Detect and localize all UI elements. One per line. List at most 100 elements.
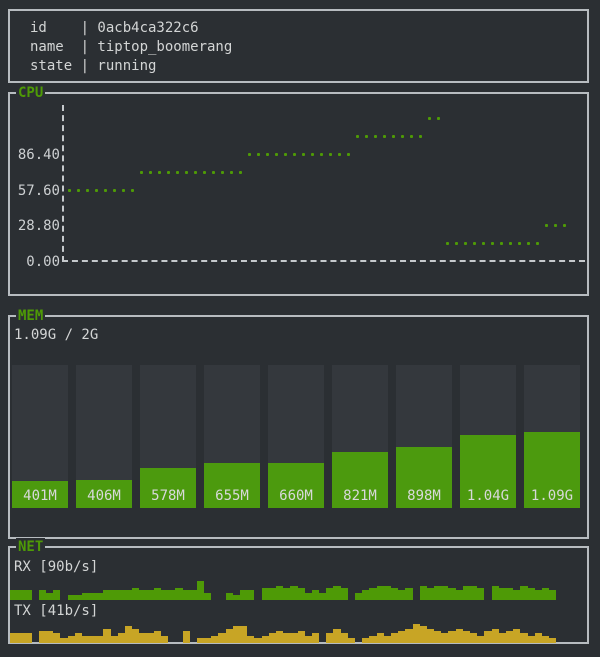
spark-bar <box>355 592 363 600</box>
cpu-data-point <box>536 242 539 246</box>
mem-bar-value-label: 655M <box>215 488 249 504</box>
mem-bar-value-label: 898M <box>407 488 441 504</box>
spark-bar <box>290 585 298 600</box>
info-row-name: name | tiptop_boomerang <box>30 39 233 55</box>
mem-bar-fill: 1.09G <box>524 432 580 508</box>
spark-bar <box>10 590 18 600</box>
mem-bar: 401M <box>12 365 68 508</box>
spark-bar <box>160 635 169 643</box>
spark-bar <box>67 595 75 600</box>
spark-bar <box>383 635 391 643</box>
spark-bar <box>232 595 240 600</box>
spark-bar <box>326 633 334 643</box>
spark-bar <box>441 633 449 643</box>
mem-bar: 821M <box>332 365 388 508</box>
spark-bar <box>541 588 550 600</box>
mem-bar-fill: 660M <box>268 463 324 508</box>
spark-bar <box>17 633 25 643</box>
cpu-tick-label: 0.00 <box>26 254 60 270</box>
cpu-data-point <box>194 170 197 174</box>
cpu-data-point <box>428 117 431 120</box>
spark-bar <box>297 588 305 600</box>
spark-bar <box>491 585 499 600</box>
spark-bar <box>17 590 25 600</box>
spark-bar <box>462 585 470 600</box>
cpu-data-point <box>176 170 179 174</box>
spark-bar <box>491 628 499 643</box>
spark-bar <box>283 633 291 643</box>
spark-bar <box>527 588 535 600</box>
cpu-data-point <box>167 170 170 174</box>
mem-bar-fill: 1.04G <box>460 435 516 508</box>
spark-bar <box>477 588 485 600</box>
spark-bar <box>96 592 104 600</box>
mem-bar: 898M <box>396 365 452 508</box>
cpu-data-point <box>527 242 530 246</box>
spark-bar <box>175 588 183 600</box>
spark-bar <box>434 631 442 643</box>
mem-bar-value-label: 1.09G <box>530 488 574 504</box>
spark-bar <box>390 588 399 600</box>
cpu-data-point <box>68 188 71 192</box>
spark-bar <box>513 590 521 600</box>
spark-bar <box>369 588 377 600</box>
spark-bar <box>247 590 255 600</box>
spark-bar <box>24 633 32 643</box>
mem-bar-fill: 898M <box>396 447 452 508</box>
spark-bar <box>240 590 248 600</box>
mem-bar-value-label: 660M <box>279 488 313 504</box>
spark-bar <box>340 588 348 600</box>
spark-bar <box>53 633 61 643</box>
spark-bar <box>45 592 54 600</box>
cpu-data-point <box>554 224 557 228</box>
mem-usage-label: 1.09G / 2G <box>14 327 99 343</box>
mem-bar: 1.09G <box>524 365 580 508</box>
spark-bar <box>376 633 384 643</box>
container-info-rows: id | 0acb4ca322c6 name | tiptop_boomerang… <box>10 11 587 76</box>
spark-bar <box>477 635 485 643</box>
spark-bar <box>448 588 456 600</box>
cpu-data-point <box>140 170 143 174</box>
cpu-data-point <box>266 152 269 156</box>
spark-bar <box>362 590 370 600</box>
spark-bar <box>268 633 276 643</box>
mem-bar: 660M <box>268 365 324 508</box>
spark-bar <box>398 631 406 643</box>
cpu-data-point <box>86 188 89 192</box>
cpu-data-point <box>95 188 98 192</box>
spark-bar <box>182 631 190 643</box>
mem-bar-value-label: 406M <box>87 488 121 504</box>
spark-bar <box>455 590 463 600</box>
mem-bar: 578M <box>140 365 196 508</box>
spark-bar <box>347 638 355 643</box>
spark-bar <box>89 592 97 600</box>
spark-bar <box>146 633 154 643</box>
cpu-data-point <box>104 188 107 192</box>
spark-bar <box>160 590 169 600</box>
spark-bar <box>125 590 133 600</box>
spark-bar <box>520 585 528 600</box>
spark-bar <box>168 590 176 600</box>
spark-bar <box>398 590 406 600</box>
spark-bar <box>455 628 463 643</box>
cpu-data-point <box>320 152 323 156</box>
net-panel: NET RX [90b/s] TX [41b/s] <box>8 538 589 644</box>
spark-bar <box>211 635 219 643</box>
cpu-tick-label: 86.40 <box>17 146 60 163</box>
cpu-data-point <box>419 134 422 138</box>
spark-bar <box>448 631 456 643</box>
spark-bar <box>362 638 370 643</box>
cpu-data-point <box>185 170 188 174</box>
cpu-data-point <box>392 134 395 138</box>
spark-bar <box>81 592 90 600</box>
spark-bar <box>426 628 435 643</box>
cpu-data-point <box>338 152 341 156</box>
cpu-data-point <box>401 134 404 138</box>
spark-bar <box>89 635 97 643</box>
cpu-data-point <box>275 152 278 156</box>
spark-bar <box>541 635 550 643</box>
cpu-x-axis-line <box>62 260 585 262</box>
net-panel-title: NET <box>16 538 46 556</box>
tx-rate-label: TX [41b/s] <box>14 603 99 619</box>
cpu-data-point <box>131 188 134 192</box>
